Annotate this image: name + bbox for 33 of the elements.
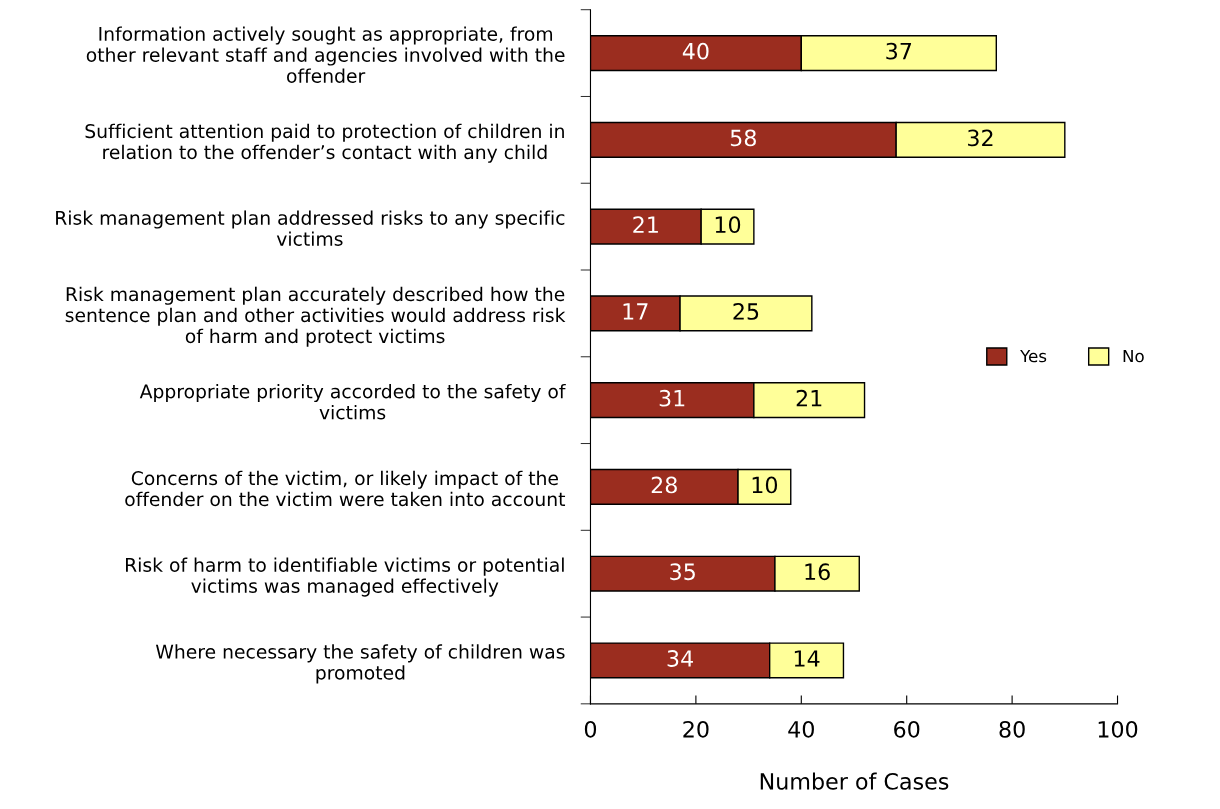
data-label: 40 (682, 42, 709, 60)
y-tick-label: Risk of harm to identifiable victims or potential victims was managed effectively (126, 557, 564, 597)
y-tick-label: Where necessary the safety of children was promoted (155, 644, 565, 684)
x-tick-label: 100 (1098, 720, 1138, 738)
data-label: 58 (730, 129, 756, 147)
data-label: 32 (968, 129, 993, 147)
data-label: 25 (733, 303, 759, 320)
data-label: 21 (796, 389, 822, 407)
data-label: 34 (667, 650, 693, 667)
y-tick-label: Appropriate priority accorded to the safety of victims (139, 383, 566, 420)
x-tick-label: 80 (999, 720, 1025, 738)
x-tick-label: 60 (894, 720, 920, 738)
y-tick-label: Sufficient attention paid to protection of children in relation to the offender’s contact with any child (85, 123, 564, 163)
data-label: 14 (794, 650, 820, 667)
x-tick-label: 20 (683, 720, 709, 738)
data-label: 16 (805, 563, 830, 581)
data-label: 21 (633, 216, 658, 233)
data-label: 10 (752, 476, 778, 494)
data-label: 31 (659, 389, 685, 407)
data-label: 35 (670, 563, 695, 581)
y-tick-label: Information actively sought as appropriate, from other relevant staff and agencies involved with the offender (86, 26, 565, 83)
y-tick-label: Concerns of the victim, or likely impact of the offender on the victim were taken into account (125, 470, 566, 507)
x-tick-label: 0 (584, 720, 597, 738)
data-label: 17 (623, 303, 648, 320)
y-tick-label: Risk management plan accurately described how the sentence plan and other activities would address risk of harm and protect victims (65, 286, 566, 347)
x-tick-label: 40 (788, 720, 814, 738)
data-label: 10 (715, 216, 741, 234)
data-label: 28 (651, 476, 677, 494)
data-label: 37 (886, 42, 912, 60)
legend-label: Yes (1020, 349, 1047, 363)
legend-label: No (1123, 349, 1144, 363)
x-axis-title: Number of Cases (760, 772, 949, 790)
y-tick-label: Risk management plan addressed risks to any specific victims (56, 210, 565, 246)
